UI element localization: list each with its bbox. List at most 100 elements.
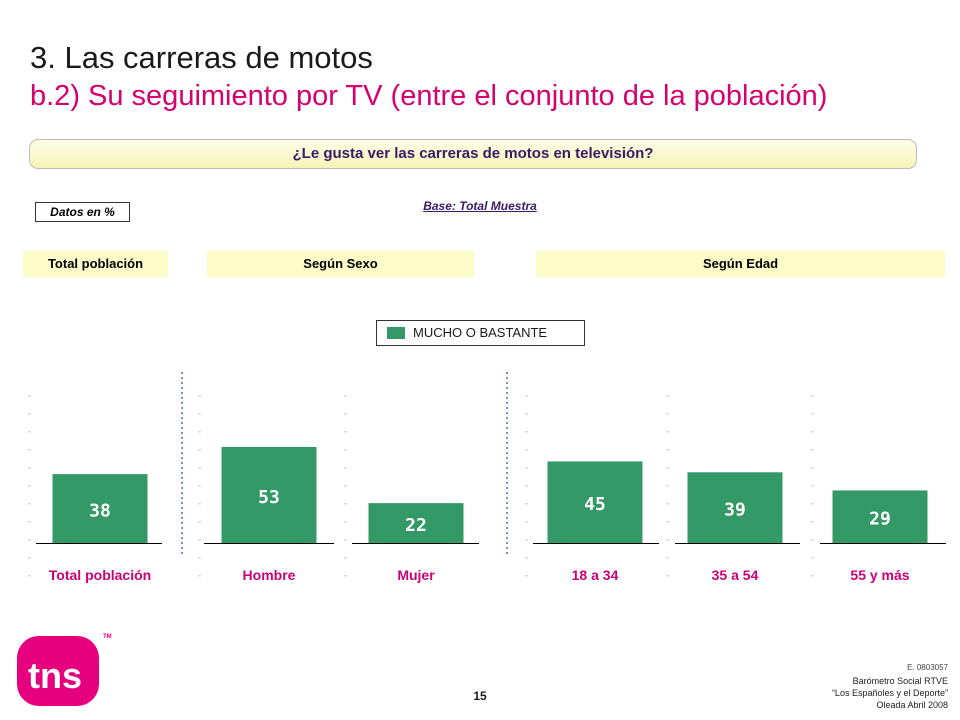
bar-1 [52,474,148,543]
base-note: Base: Total Muestra [423,199,537,213]
page-number: 15 [473,689,487,703]
faint-tick-mark [666,413,669,415]
faint-tick-mark [811,485,814,487]
faint-tick-mark [811,539,814,541]
group-header-total: Total población [23,251,168,277]
legend-label: MUCHO O BASTANTE [413,325,548,340]
faint-tick-mark [198,575,201,577]
survey-question: ¿Le gusta ver las carreras de motos en t… [29,139,917,169]
faint-tick-mark [28,467,31,469]
faint-tick-mark [344,485,347,487]
faint-tick-mark [28,485,31,487]
bar-3 [368,503,464,543]
faint-tick-mark [344,467,347,469]
faint-tick-mark [28,521,31,523]
faint-tick-mark [525,431,528,433]
faint-tick-mark [344,395,347,397]
faint-tick-mark [811,575,814,577]
group-header-sex: Según Sexo [207,251,474,277]
units-note: Datos en % [35,202,130,222]
footer-subtitle: “Los Españoles y el Deporte” [831,688,948,698]
footer-wave: Oleada Abril 2008 [876,700,948,710]
faint-tick-mark [525,503,528,505]
faint-tick-mark [198,485,201,487]
slide-subtitle: b.2) Su seguimiento por TV (entre el con… [30,80,828,112]
faint-tick-mark [666,557,669,559]
faint-tick-mark [811,449,814,451]
bar-4 [547,461,643,543]
faint-tick-mark [198,413,201,415]
faint-tick-mark [525,413,528,415]
faint-tick-mark [198,395,201,397]
bar-6 [832,490,928,543]
faint-tick-mark [811,557,814,559]
faint-tick-mark [525,467,528,469]
faint-tick-mark [344,413,347,415]
faint-tick-mark [811,413,814,415]
faint-tick-mark [666,395,669,397]
faint-tick-mark [28,575,31,577]
faint-tick-mark [525,557,528,559]
bar-5 [687,472,783,543]
legend-swatch [387,327,405,339]
category-label: Mujer [397,567,435,583]
faint-tick-mark [28,557,31,559]
category-label: 35 a 54 [712,567,759,583]
faint-tick-mark [811,467,814,469]
faint-tick-mark [28,395,31,397]
faint-tick-mark [666,521,669,523]
faint-tick-mark [811,503,814,505]
faint-tick-mark [811,431,814,433]
faint-tick-mark [344,521,347,523]
bar-value-label: 45 [584,494,606,515]
bar-value-label: 29 [869,509,891,530]
faint-tick-mark [525,395,528,397]
faint-tick-mark [811,521,814,523]
faint-tick-mark [666,467,669,469]
faint-tick-mark [525,575,528,577]
faint-tick-mark [198,539,201,541]
bar-2 [221,446,317,543]
logo-background [17,636,99,706]
faint-tick-mark [666,485,669,487]
faint-tick-mark [198,467,201,469]
faint-tick-mark [198,503,201,505]
bar-value-label: 38 [89,501,111,522]
faint-tick-mark [344,449,347,451]
faint-tick-mark [666,575,669,577]
slide-title: 3. Las carreras de motos [30,40,373,75]
chart-legend: MUCHO O BASTANTE [376,320,585,346]
faint-tick-mark [28,431,31,433]
category-label: 55 y más [850,567,909,583]
faint-tick-mark [198,521,201,523]
faint-tick-mark [198,557,201,559]
bar-value-label: 22 [405,515,427,536]
faint-tick-mark [28,413,31,415]
faint-tick-mark [344,575,347,577]
bar-value-label: 39 [724,500,746,521]
faint-tick-mark [666,449,669,451]
category-label: 18 a 34 [572,567,619,583]
category-label: Total población [49,567,151,583]
footer-report: Barómetro Social RTVE [852,676,948,686]
faint-tick-mark [344,539,347,541]
faint-tick-mark [666,539,669,541]
faint-tick-mark [28,503,31,505]
faint-tick-mark [525,539,528,541]
faint-tick-mark [666,503,669,505]
faint-tick-mark [198,449,201,451]
faint-tick-mark [344,557,347,559]
category-label: Hombre [243,567,296,583]
logo-trademark: TM [103,634,112,640]
faint-tick-mark [525,485,528,487]
faint-tick-mark [344,503,347,505]
logo-text: tns [28,655,82,696]
faint-tick-mark [525,449,528,451]
faint-tick-mark [28,449,31,451]
bar-value-label: 53 [258,487,280,508]
faint-tick-mark [811,395,814,397]
faint-tick-mark [344,431,347,433]
footer-code: E. 0803057 [907,663,948,672]
bar-chart: 38 Total población 53 Hombre 22 Mujer 45 18 a 3… [28,372,946,583]
faint-tick-mark [198,431,201,433]
